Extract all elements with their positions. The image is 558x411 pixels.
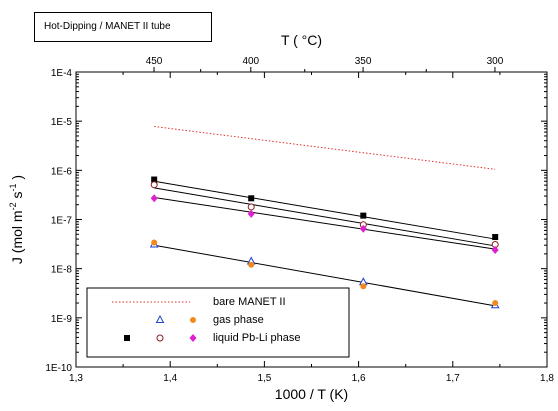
y-tick-label: 1E-4 [51,68,73,79]
top-tick-label: 350 [355,56,372,67]
x-tick-label: 1,8 [540,373,554,384]
y-axis-title-part: ) [9,175,25,184]
y-axis-title-part: -1 [8,183,18,191]
x-tick-label: 1,3 [69,373,83,384]
y-tick-label: 1E-7 [51,216,73,227]
data-point-square-filled [492,234,499,241]
legend-symbol-square-filled [124,335,130,341]
data-point-diamond-filled [491,245,499,254]
data-point-circle-open [247,203,255,211]
data-point-diamond-filled [359,224,367,233]
legend-box [86,287,350,358]
data-point-square-filled [248,195,255,202]
y-tick-label: 1E-9 [51,314,73,325]
y-axis-title-part: -2 [8,202,18,210]
fit-line [154,187,496,247]
data-point-circle-filled [492,300,499,307]
axis-ticks: 1,3 1,4 1,5 1,6 1,7 1,8 1E-4 1E-5 1E-6 1E-7 1E-8 1E… [45,56,554,384]
y-tick-label: 1E-5 [51,117,73,128]
legend-symbol-triangle-open [155,314,165,323]
data-point-circle-open [150,181,158,189]
legend-label: gas phase [213,314,264,326]
x-tick-label: 1,6 [352,373,366,384]
legend-label: liquid Pb-Li phase [213,332,300,344]
fit-line [154,244,496,307]
top-axis-title: T ( °C) [281,32,322,48]
top-tick-label: 300 [487,56,504,67]
y-tick-label: 1E-8 [51,265,73,276]
legend-symbol-circle-open [156,334,164,342]
data-point-diamond-filled [150,194,158,203]
data-point-circle-filled [360,283,367,290]
top-tick-label: 400 [242,56,259,67]
y-axis-title: J (mol m-2 s-1 ) [8,175,25,264]
top-tick-label: 450 [146,56,163,67]
legend: bare MANET II gas phase liquid Pb-Li phase [86,287,350,358]
data-point-square-filled [151,176,158,183]
y-axis-title-part: s [9,192,25,203]
inset-title-label: Hot-Dipping / MANET II tube [34,12,212,42]
data-point-circle-filled [151,239,158,246]
x-axis-title: 1000 / T (K) [275,386,348,402]
fit-line [154,180,496,240]
fit-lines [154,180,496,307]
data-series [149,125,500,309]
data-point-square-filled [360,212,367,219]
data-point-circle-filled [248,261,255,268]
x-tick-label: 1,4 [163,373,177,384]
x-tick-label: 1,5 [257,373,271,384]
x-tick-label: 1,7 [446,373,460,384]
legend-symbol-circle-filled [190,317,196,323]
legend-symbol-diamond-filled [189,334,197,342]
fit-line [154,197,496,250]
y-tick-label: 1E-10 [45,363,72,374]
data-point-diamond-filled [247,209,255,218]
bare-manet-line [154,125,496,170]
legend-label: bare MANET II [213,296,286,308]
y-tick-label: 1E-6 [51,166,73,177]
y-axis-title-part: J (mol m [9,210,25,264]
